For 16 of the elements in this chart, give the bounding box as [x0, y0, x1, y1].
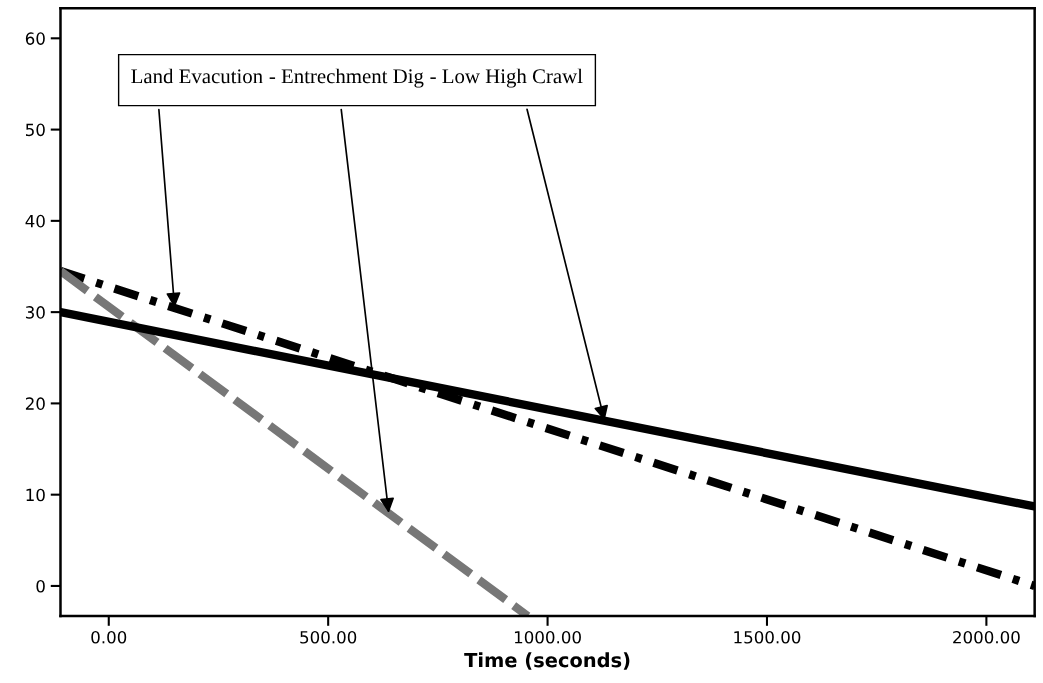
- y-tick-label: 30: [25, 306, 45, 319]
- y-tick-label: 40: [25, 214, 45, 228]
- y-tick-label: 20: [25, 397, 45, 410]
- y-tick-label: 50: [25, 123, 45, 137]
- annotation: - Entrechment Dig: [269, 68, 424, 88]
- x-axis-title: Time (seconds): [464, 652, 630, 670]
- annotation: Land Evacution: [131, 68, 263, 84]
- y-tick-label: 0: [36, 579, 45, 593]
- x-tick-label: 500.00: [300, 630, 357, 644]
- y-tick-label: 60: [25, 32, 45, 45]
- x-tick-label: 1000.00: [514, 630, 581, 644]
- x-tick-label: 1500.00: [734, 630, 801, 644]
- x-tick-label: 0.00: [91, 630, 127, 644]
- x-tick-label: 2000.00: [953, 630, 1020, 644]
- annotation: - Low High Crawl: [430, 68, 583, 88]
- y-tick-label: 10: [26, 488, 45, 502]
